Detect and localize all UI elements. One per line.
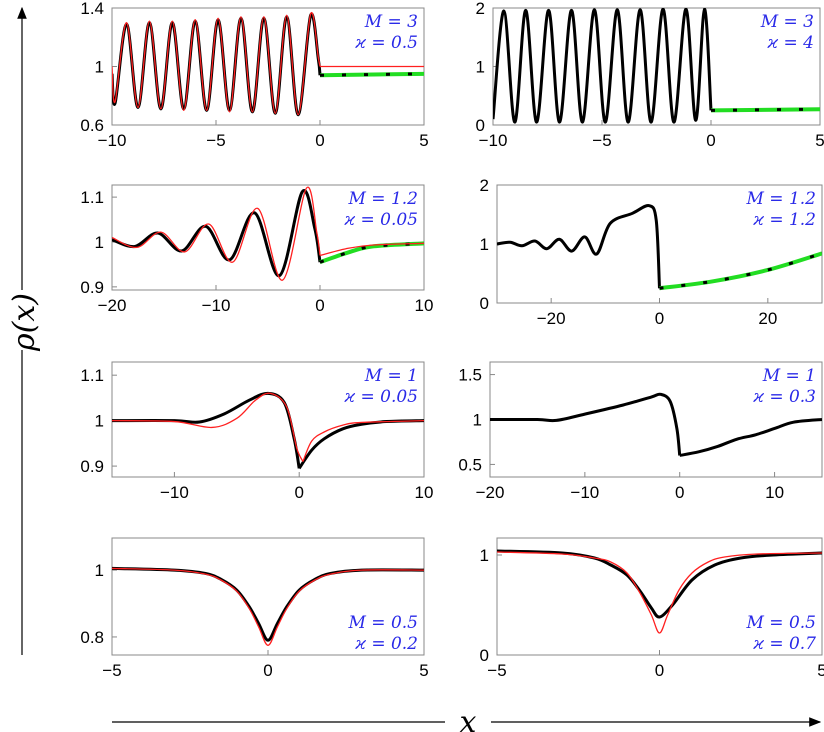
x-tick-label: 0 — [263, 661, 272, 680]
y-tick-label: 0 — [476, 116, 485, 135]
x-tick-label: −10 — [160, 483, 189, 502]
y-tick-label: 1 — [473, 411, 482, 430]
y-tick-label: 1.5 — [458, 366, 482, 385]
kappa-annotation: ϰ = 0.2 — [354, 634, 418, 654]
y-tick-label: 1 — [95, 412, 104, 431]
numerical-curve — [679, 418, 822, 457]
numerical-curve — [497, 204, 661, 289]
asymptotic-curve — [710, 107, 820, 113]
x-tick-label: 0 — [294, 483, 303, 502]
x-tick-label: 20 — [758, 309, 777, 328]
numerical-curve — [497, 549, 822, 619]
mach-number-annotation: M = 1.2 — [746, 189, 817, 209]
panel-5: −10 0 10 0.9 1 1.1 M = 1ϰ = 0.05 — [80, 361, 434, 502]
kappa-annotation: ϰ = 1.2 — [752, 210, 816, 230]
y-tick-label: 0.9 — [80, 278, 104, 297]
kappa-annotation: ϰ = 0.05 — [343, 387, 418, 407]
panel-6: −20 −10 0 10 0.5 1 1.5 M = 1ϰ = 0.3 — [458, 361, 823, 502]
x-tick-label: −10 — [202, 296, 231, 315]
numerical-curve — [112, 566, 424, 642]
panel-1: −10 −5 0 5 0.6 1 1.4 M = 3ϰ = 0.5 — [80, 0, 428, 150]
x-tick-label: 0 — [655, 309, 664, 328]
x-tick-label: −5 — [592, 131, 611, 150]
x-tick-label: 0 — [315, 131, 324, 150]
y-tick-label: 0 — [480, 646, 489, 665]
y-tick-label: 0.5 — [458, 455, 482, 474]
x-tick-label: 5 — [815, 131, 824, 150]
asymptotic-curve — [319, 71, 424, 78]
kappa-annotation: ϰ = 0.05 — [343, 210, 418, 230]
x-tick-label: −20 — [98, 296, 127, 315]
asymptotic-curve — [659, 251, 822, 291]
mach-number-annotation: M = 3 — [364, 12, 418, 32]
x-tick-label: 5 — [817, 661, 824, 680]
y-tick-label: 1 — [95, 58, 104, 77]
kappa-annotation: ϰ = 0.5 — [354, 33, 418, 53]
x-tick-label: −5 — [102, 661, 121, 680]
approximate-curve — [319, 242, 424, 257]
mach-number-annotation: M = 1.2 — [348, 189, 419, 209]
kappa-annotation: ϰ = 0.7 — [752, 634, 816, 654]
panel-2: −10 −5 0 5 0 1 2 M = 3ϰ = 4 — [476, 0, 824, 150]
mach-number-annotation: M = 0.5 — [348, 613, 419, 633]
x-tick-label: −5 — [206, 131, 225, 150]
mach-number-annotation: M = 1 — [762, 366, 816, 386]
asymptotic-curve-dashes — [659, 252, 822, 290]
x-tick-label: 0 — [655, 661, 664, 680]
y-tick-label: 1 — [476, 58, 485, 77]
approximate-curve — [302, 419, 424, 462]
x-tick-label: 5 — [419, 131, 428, 150]
y-tick-label: 2 — [480, 176, 489, 195]
x-tick-label: −5 — [487, 661, 506, 680]
y-tick-label: 0.6 — [80, 116, 104, 135]
y-tick-label: 1 — [95, 561, 104, 580]
approximate-curve — [112, 11, 321, 116]
y-tick-label: 1.4 — [80, 0, 104, 18]
x-tick-label: 0 — [675, 483, 684, 502]
approximate-curve — [112, 392, 304, 462]
kappa-annotation: ϰ = 0.3 — [752, 387, 816, 407]
x-tick-label: −10 — [98, 131, 127, 150]
y-tick-label: 0.8 — [80, 628, 104, 647]
x-tick-label: 5 — [419, 661, 428, 680]
y-tick-label: 1 — [480, 546, 489, 565]
mach-number-annotation: M = 3 — [760, 12, 814, 32]
x-tick-label: 10 — [415, 296, 434, 315]
numerical-curve — [490, 392, 682, 456]
numerical-curve — [659, 252, 822, 290]
y-tick-label: 1.1 — [80, 366, 104, 385]
x-tick-label: 0 — [706, 131, 715, 150]
x-tick-label: −10 — [479, 131, 508, 150]
numerical-curve — [112, 391, 301, 469]
panel-4: −20 0 20 0 1 2 M = 1.2ϰ = 1.2 — [480, 176, 823, 328]
y-tick-label: 1 — [95, 233, 104, 252]
numerical-curve — [297, 419, 424, 470]
y-tick-label: 1 — [480, 235, 489, 254]
x-tick-label: 10 — [765, 483, 784, 502]
mach-number-annotation: M = 0.5 — [746, 613, 817, 633]
x-tick-label: −10 — [570, 483, 599, 502]
y-tick-label: 2 — [476, 0, 485, 18]
y-axis-label: ρ(x) — [7, 293, 42, 352]
kappa-annotation: ϰ = 4 — [767, 33, 814, 53]
numerical-curve — [493, 8, 713, 124]
x-tick-label: 10 — [415, 483, 434, 502]
x-axis-label: x — [460, 705, 477, 732]
panel-3: −20 −10 0 10 0.9 1 1.1 M = 1.2ϰ = 0.05 — [80, 184, 434, 315]
asymptotic-curve-dashes — [710, 107, 820, 112]
approximate-curve — [497, 551, 822, 634]
mach-number-annotation: M = 1 — [364, 366, 418, 386]
y-tick-label: 0.9 — [80, 457, 104, 476]
y-tick-label: 0 — [480, 294, 489, 313]
approximate-curve — [112, 567, 424, 646]
x-tick-label: −20 — [537, 309, 566, 328]
x-tick-label: −20 — [476, 483, 505, 502]
x-tick-label: 0 — [315, 296, 324, 315]
panel-7: −5 0 5 0.8 1 M = 0.5ϰ = 0.2 — [80, 537, 429, 680]
asymptotic-curve — [319, 241, 424, 265]
approximate-curve — [112, 186, 321, 281]
y-tick-label: 1.1 — [80, 188, 104, 207]
